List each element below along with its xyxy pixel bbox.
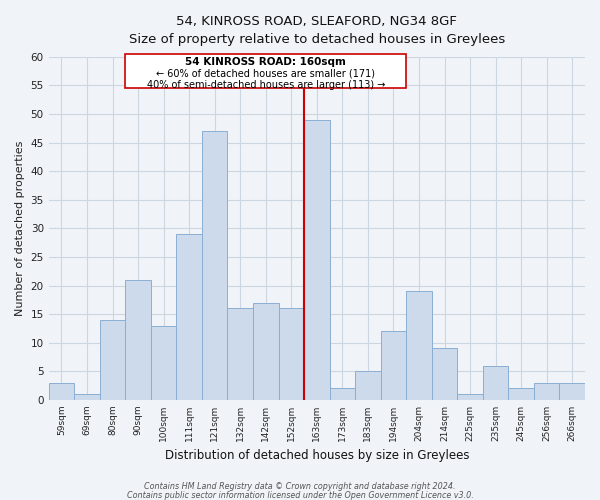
Text: 40% of semi-detached houses are larger (113) →: 40% of semi-detached houses are larger (… [146,80,385,90]
Text: ← 60% of detached houses are smaller (171): ← 60% of detached houses are smaller (17… [156,68,375,78]
Bar [432,348,457,400]
Bar [380,332,406,400]
Bar [125,280,151,400]
Bar [559,383,585,400]
Bar [100,320,125,400]
Bar [151,326,176,400]
Y-axis label: Number of detached properties: Number of detached properties [15,140,25,316]
Bar [176,234,202,400]
Bar [355,372,380,400]
Text: Contains public sector information licensed under the Open Government Licence v3: Contains public sector information licen… [127,490,473,500]
FancyBboxPatch shape [125,54,406,88]
Bar [508,388,534,400]
Bar [49,383,74,400]
Bar [406,292,432,400]
Bar [253,302,278,400]
Bar [202,131,227,400]
X-axis label: Distribution of detached houses by size in Greylees: Distribution of detached houses by size … [164,450,469,462]
Text: Contains HM Land Registry data © Crown copyright and database right 2024.: Contains HM Land Registry data © Crown c… [144,482,456,491]
Bar [304,120,329,400]
Bar [457,394,483,400]
Text: 54 KINROSS ROAD: 160sqm: 54 KINROSS ROAD: 160sqm [185,57,346,67]
Bar [278,308,304,400]
Bar [74,394,100,400]
Bar [227,308,253,400]
Bar [329,388,355,400]
Bar [534,383,559,400]
Title: 54, KINROSS ROAD, SLEAFORD, NG34 8GF
Size of property relative to detached house: 54, KINROSS ROAD, SLEAFORD, NG34 8GF Siz… [129,15,505,46]
Bar [483,366,508,400]
